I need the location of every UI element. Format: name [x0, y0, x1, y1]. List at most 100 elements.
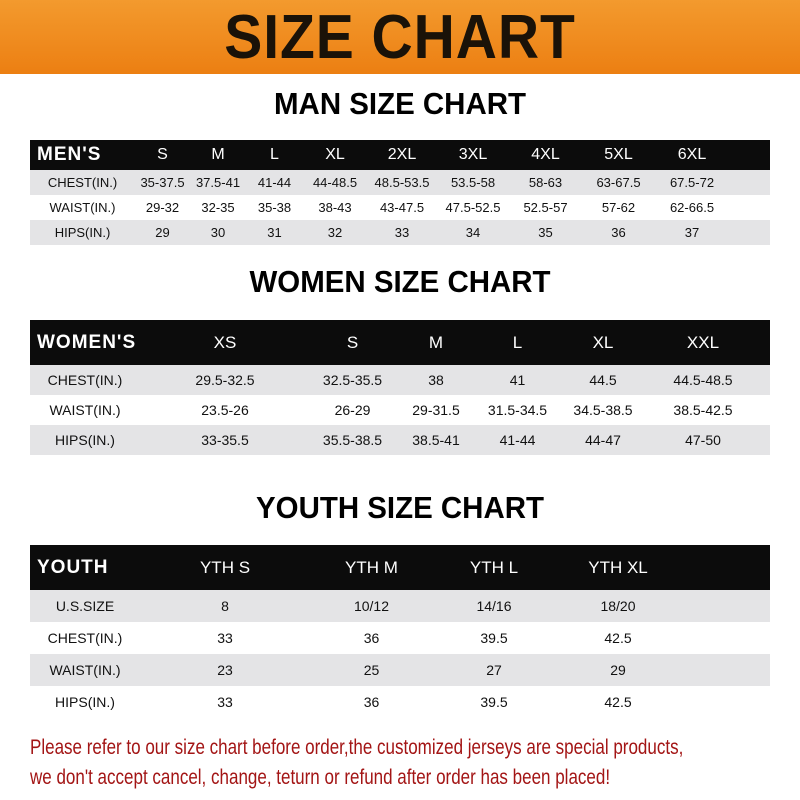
- table-cell: 35-37.5: [140, 175, 185, 190]
- measurement-label: CHEST(IN.): [47, 372, 123, 388]
- size-header-cell: YTH M: [345, 557, 398, 577]
- table-cell: 32: [327, 225, 343, 240]
- table-cell: 38-43: [318, 200, 352, 215]
- size-header-cell: XS: [213, 332, 237, 352]
- measurement-label: U.S.SIZE: [55, 598, 115, 614]
- table-header-row: YOUTH YTH S YTH M YTH L YTH XL: [30, 545, 770, 590]
- size-header-cell: 6XL: [677, 146, 707, 163]
- table-cell: 42.5: [604, 630, 632, 646]
- measurement-label: CHEST(IN.): [47, 175, 118, 190]
- table-cell: 29-32: [145, 200, 180, 215]
- banner: SIZE CHART: [0, 0, 800, 74]
- table-cell: 36: [611, 225, 626, 240]
- table-cell: 30: [210, 225, 226, 240]
- table-cell: 33: [217, 630, 233, 646]
- table-cell: 35.5-38.5: [322, 432, 383, 448]
- table-corner-label: YOUTH: [37, 556, 109, 578]
- table-cell: 38.5-42.5: [673, 402, 733, 418]
- table-cell: 23.5-26: [201, 402, 249, 418]
- table-row: WAIST(IN.) 29-32 32-35 35-38 38-43 43-47.5 47.…: [30, 195, 770, 220]
- table-row: HIPS(IN.) 29 30 31 32 33 34 35 36 37: [30, 220, 770, 245]
- table-cell: 62-66.5: [669, 200, 715, 215]
- table-cell: 32-35: [201, 200, 235, 215]
- women-size-table: WOMEN'S XS S M L XL XXL CHEST(IN.) 29.5-32.5 32.5…: [30, 320, 770, 455]
- size-header-cell: 3XL: [458, 146, 488, 163]
- size-header-cell: L: [512, 332, 523, 352]
- measurement-label: CHEST(IN.): [47, 630, 123, 646]
- order-notice-line-1: Please refer to our size chart before or…: [30, 736, 684, 759]
- table-cell: 41-44: [499, 432, 536, 448]
- table-cell: 35-38: [257, 200, 292, 215]
- table-cell: 67.5-72: [669, 175, 715, 190]
- table-cell: 63-67.5: [596, 175, 641, 190]
- measurement-label: WAIST(IN.): [49, 200, 116, 215]
- table-cell: 29: [155, 225, 170, 240]
- table-cell: 41: [509, 372, 526, 388]
- size-header-cell: YTH S: [199, 557, 251, 577]
- table-corner-label: MEN'S: [37, 144, 102, 165]
- size-header-cell: YTH XL: [588, 557, 648, 577]
- size-header-cell: XL: [592, 332, 614, 352]
- table-cell: 44-47: [585, 432, 621, 448]
- table-cell: 34: [465, 225, 481, 240]
- table-row: CHEST(IN.) 29.5-32.5 32.5-35.5 38 41 44.5 44.5…: [30, 365, 770, 395]
- table-cell: 44.5-48.5: [673, 372, 733, 388]
- table-row: CHEST(IN.) 35-37.5 37.5-41 41-44 44-48.5 48.5…: [30, 170, 770, 195]
- table-row: WAIST(IN.) 23 25 27 29: [30, 654, 770, 686]
- table-cell: 38.5-41: [412, 432, 460, 448]
- table-cell: 53.5-58: [450, 175, 496, 190]
- table-cell: 38: [428, 372, 444, 388]
- table-cell: 33-35.5: [201, 432, 249, 448]
- table-cell: 29-31.5: [412, 402, 460, 418]
- table-cell: 47-50: [685, 432, 721, 448]
- order-notice: Please refer to our size chart before or…: [30, 733, 759, 793]
- table-cell: 37: [684, 225, 700, 240]
- table-cell: 33: [217, 694, 233, 710]
- size-header-cell: XL: [325, 146, 345, 163]
- men-size-table: MEN'S S M L XL 2XL 3XL 4XL 5XL 6XL CHEST(IN.) 35-37…: [30, 140, 770, 245]
- table-header-row: WOMEN'S XS S M L XL XXL: [30, 320, 770, 365]
- table-cell: 42.5: [604, 694, 632, 710]
- table-cell: 10/12: [353, 598, 390, 614]
- size-header-cell: 5XL: [604, 146, 633, 163]
- table-cell: 35: [538, 225, 553, 240]
- size-header-cell: M: [428, 332, 444, 352]
- size-header-cell: YTH L: [469, 557, 519, 577]
- table-cell: 47.5-52.5: [445, 200, 501, 215]
- table-cell: 44-48.5: [312, 175, 358, 190]
- measurement-label: HIPS(IN.): [55, 432, 115, 448]
- youth-size-table: YOUTH YTH S YTH M YTH L YTH XL U.S.SIZE 8 10/12…: [30, 545, 770, 718]
- table-cell: 43-47.5: [379, 200, 425, 215]
- table-cell: 8: [221, 598, 229, 614]
- measurement-label: WAIST(IN.): [49, 402, 121, 418]
- table-cell: 26-29: [334, 402, 371, 418]
- table-cell: 32.5-35.5: [322, 372, 383, 388]
- table-cell: 34.5-38.5: [573, 402, 633, 418]
- size-header-cell: 4XL: [531, 146, 560, 163]
- table-cell: 31: [267, 225, 282, 240]
- table-row: WAIST(IN.) 23.5-26 26-29 29-31.5 31.5-34.5 34…: [30, 395, 770, 425]
- table-cell: 52.5-57: [523, 200, 568, 215]
- table-corner-label: WOMEN'S: [37, 331, 137, 353]
- table-row: U.S.SIZE 8 10/12 14/16 18/20: [30, 590, 770, 622]
- measurement-label: WAIST(IN.): [49, 662, 121, 678]
- table-cell: 14/16: [476, 598, 512, 614]
- table-cell: 36: [363, 694, 380, 710]
- table-cell: 58-63: [528, 175, 563, 190]
- table-row: HIPS(IN.) 33-35.5 35.5-38.5 38.5-41 41-44 44-…: [30, 425, 770, 455]
- table-cell: 23: [217, 662, 233, 678]
- table-cell: 18/20: [600, 598, 636, 614]
- table-cell: 44.5: [589, 372, 617, 388]
- table-cell: 48.5-53.5: [374, 175, 430, 190]
- size-header-cell: M: [211, 146, 225, 163]
- table-cell: 39.5: [480, 694, 508, 710]
- size-header-cell: 2XL: [387, 146, 417, 163]
- measurement-label: HIPS(IN.): [55, 694, 115, 710]
- banner-title: SIZE CHART: [224, 2, 576, 72]
- measurement-label: HIPS(IN.): [54, 225, 111, 240]
- table-cell: 27: [486, 662, 502, 678]
- table-cell: 39.5: [480, 630, 508, 646]
- size-header-cell: XXL: [686, 332, 720, 352]
- order-notice-line-2: we don't accept cancel, change, teturn o…: [30, 766, 611, 789]
- table-cell: 29.5-32.5: [195, 372, 255, 388]
